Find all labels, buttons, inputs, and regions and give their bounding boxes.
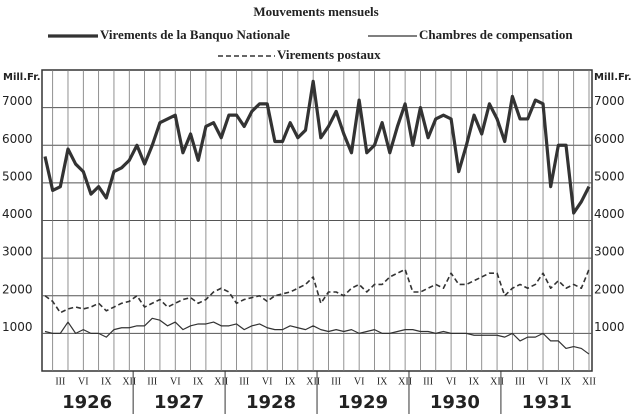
x-tick-label: VI <box>354 376 365 387</box>
y-tick-label-right: 1000 <box>594 320 625 334</box>
x-tick-label: XII <box>306 376 320 387</box>
x-tick-label: IX <box>193 376 204 387</box>
x-tick-label: XII <box>214 376 228 387</box>
y-tick-label-right: 3000 <box>594 245 625 259</box>
year-label: 1931 <box>522 392 572 413</box>
legend-label: Virements postaux <box>277 47 381 62</box>
y-tick-label: 7000 <box>2 94 33 108</box>
x-tick-label: IX <box>561 376 572 387</box>
chart-title: Mouvements mensuels <box>253 4 378 19</box>
x-tick-label: IX <box>101 376 112 387</box>
series-line <box>43 79 591 215</box>
y-tick-label: 1000 <box>2 320 33 334</box>
x-tick-label: IX <box>469 376 480 387</box>
x-tick-label: III <box>239 376 249 387</box>
x-tick-label: IX <box>377 376 388 387</box>
y-tick-label-right: 5000 <box>594 169 625 183</box>
x-tick-label: III <box>515 376 525 387</box>
y-tick-label: 5000 <box>2 169 33 183</box>
x-tick-label: III <box>55 376 65 387</box>
legend-label: Virements de la Banquo Nationale <box>100 27 290 42</box>
y-tick-label-right: 2000 <box>594 282 625 296</box>
y-tick-label: 4000 <box>2 207 33 221</box>
y-tick-label-right: 7000 <box>594 94 625 108</box>
x-tick-label: XII <box>398 376 412 387</box>
year-label: 1927 <box>154 392 204 413</box>
y-tick-label: 2000 <box>2 282 33 296</box>
x-tick-label: III <box>423 376 433 387</box>
year-label: 1930 <box>430 392 480 413</box>
x-tick-label: VI <box>262 376 273 387</box>
legend-label: Chambres de compensation <box>419 27 573 42</box>
x-tick-label: VI <box>446 376 457 387</box>
x-tick-label: III <box>331 376 341 387</box>
x-tick-label: VI <box>538 376 549 387</box>
y-unit: Mill.Fr. <box>3 72 41 83</box>
year-label: 1928 <box>246 392 296 413</box>
y-tick-label-right: 6000 <box>594 132 625 146</box>
series-line <box>44 268 590 314</box>
y-tick-label: 3000 <box>2 245 33 259</box>
series-line <box>44 317 590 355</box>
y-unit-right: Mill.Fr. <box>594 72 632 83</box>
year-label: 1929 <box>338 392 388 413</box>
x-tick-label: XII <box>490 376 504 387</box>
year-label: 1926 <box>62 392 112 413</box>
x-tick-label: III <box>147 376 157 387</box>
y-tick-label-right: 4000 <box>594 207 625 221</box>
x-tick-label: XII <box>122 376 136 387</box>
x-tick-label: VI <box>78 376 89 387</box>
x-tick-label: VI <box>170 376 181 387</box>
y-tick-label: 6000 <box>2 132 33 146</box>
x-tick-label: IX <box>285 376 296 387</box>
x-tick-label: XII <box>582 376 596 387</box>
